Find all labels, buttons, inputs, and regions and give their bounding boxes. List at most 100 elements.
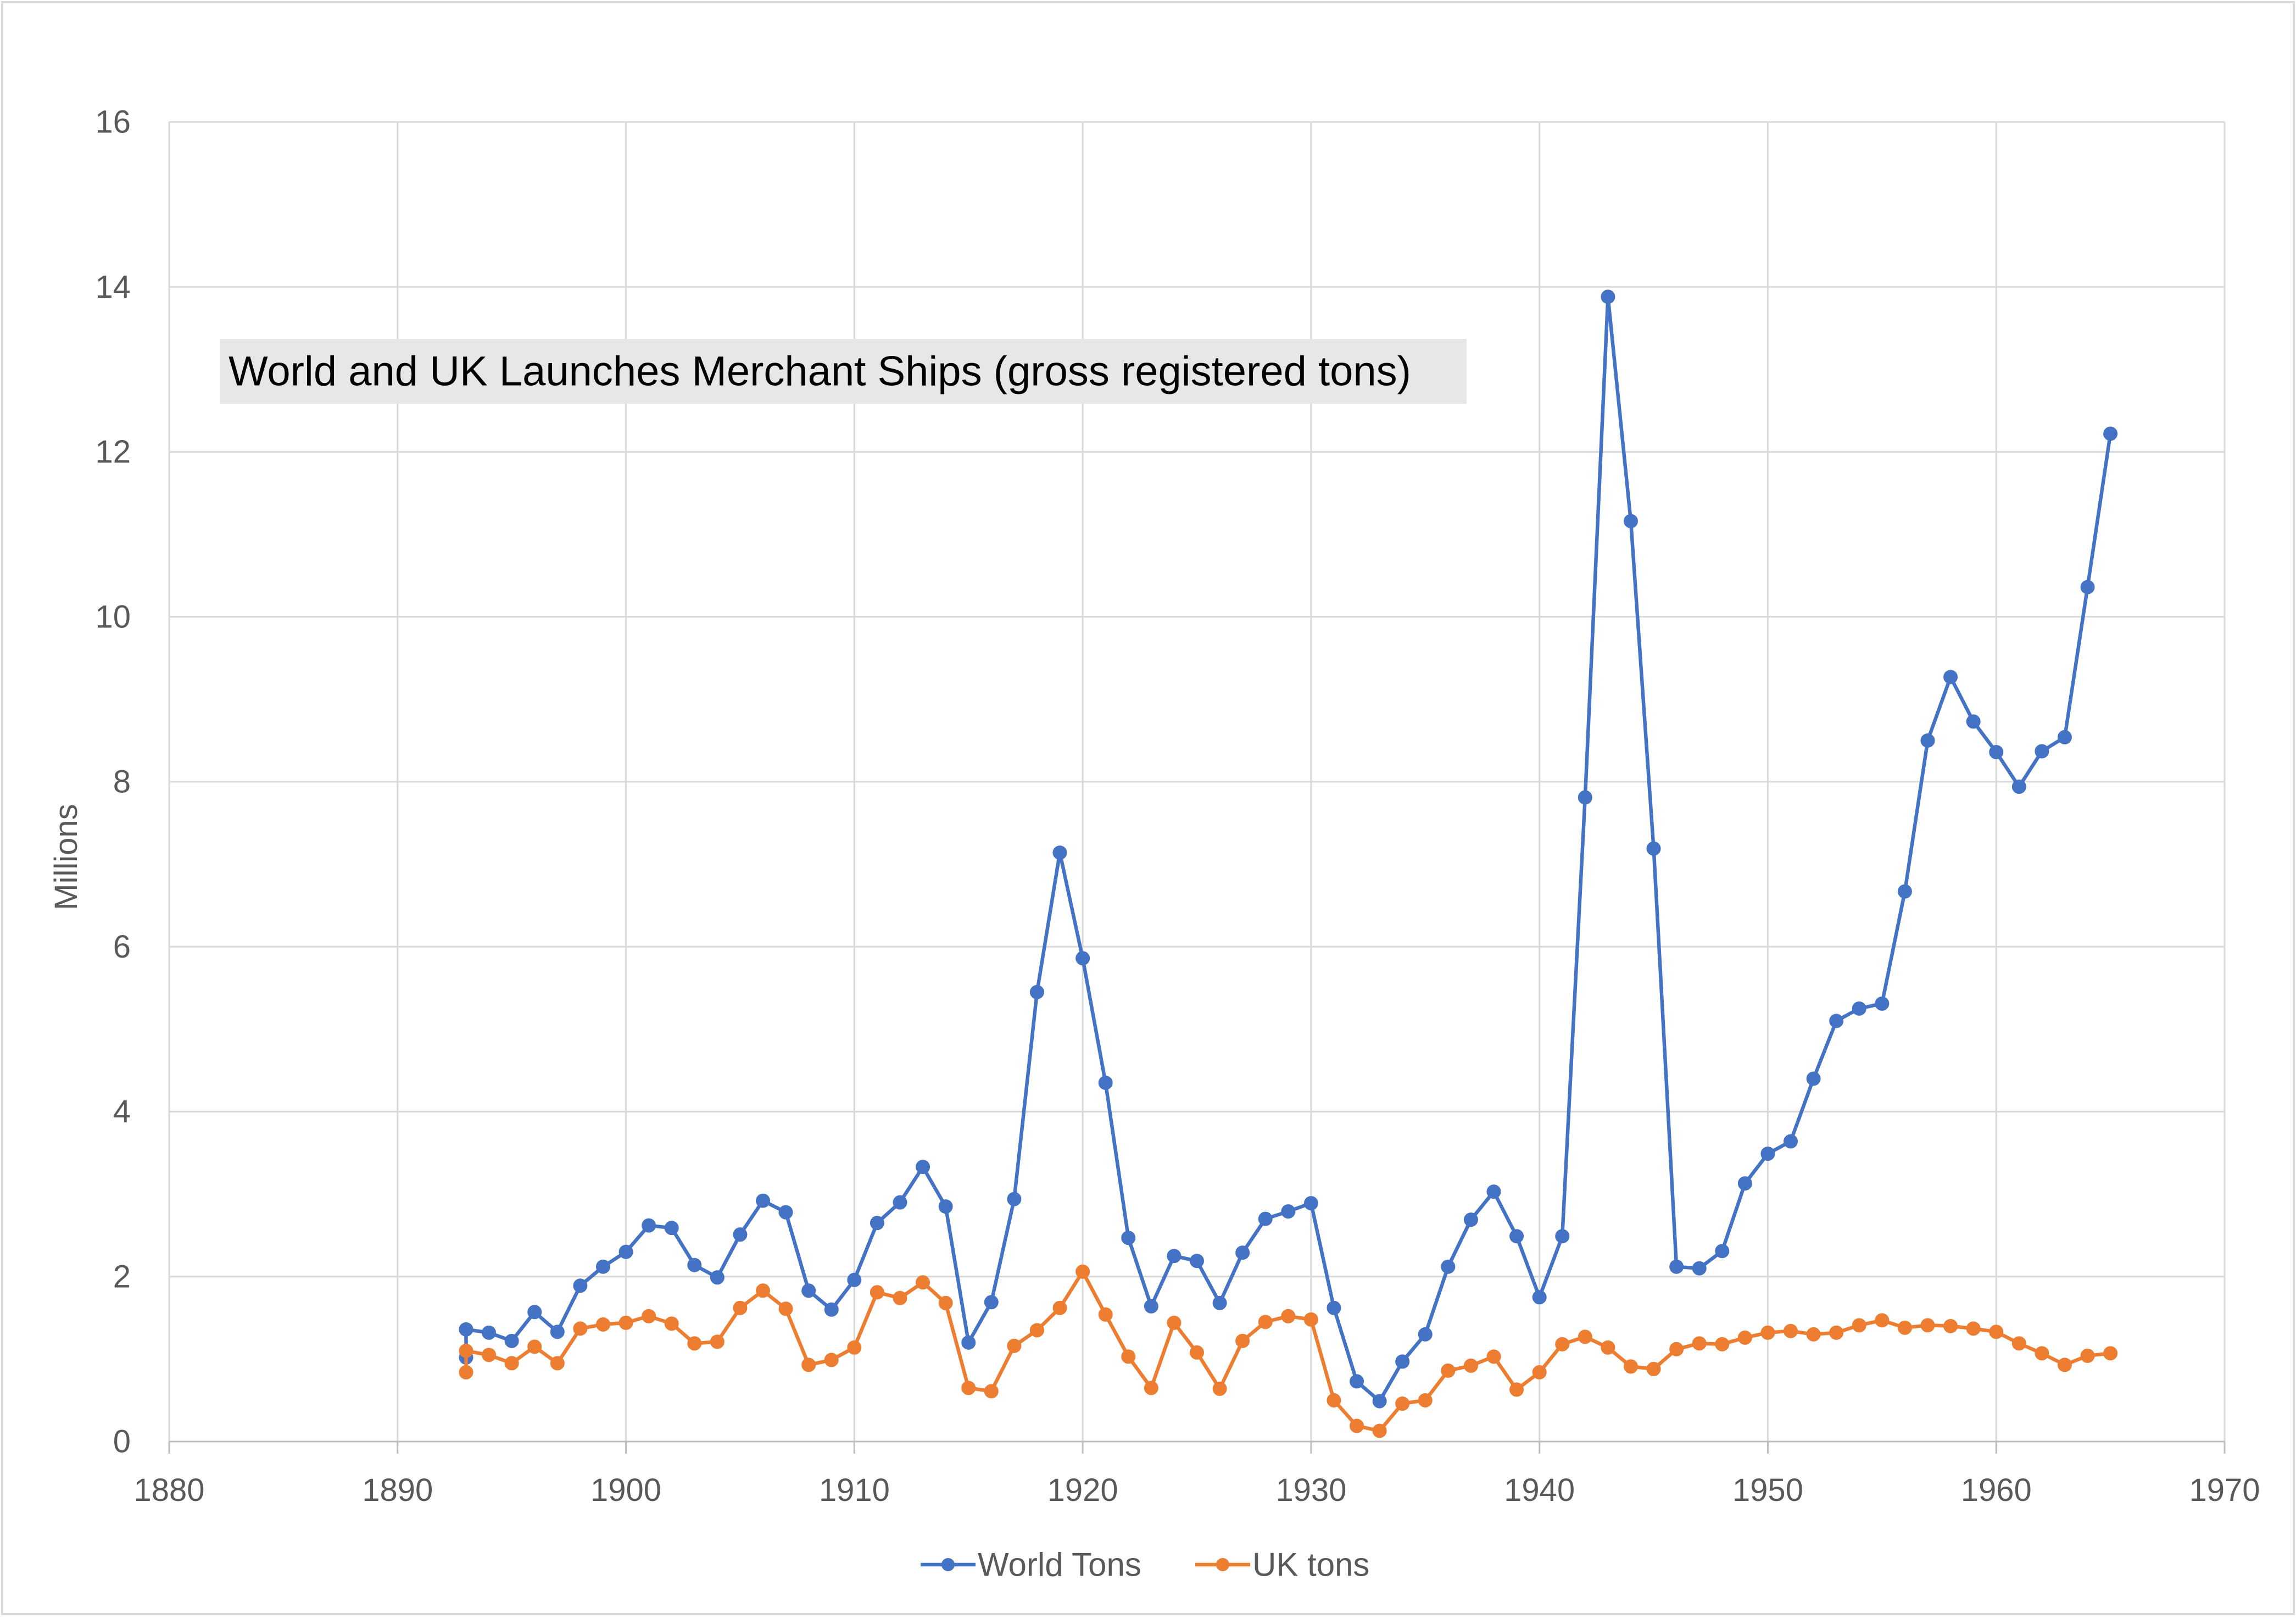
- x-tick-label: 1970: [2189, 1472, 2260, 1508]
- data-point: [1190, 1345, 1204, 1360]
- data-point: [2057, 730, 2072, 744]
- data-point: [893, 1195, 907, 1210]
- data-point: [1350, 1418, 1364, 1433]
- series-world-tons: [459, 290, 2118, 1409]
- data-point: [1920, 733, 1935, 748]
- axes: 0 2 4 6 8 10 12 14 16 1880 1890 1900 1910 1920 1930 194…: [95, 104, 2260, 1509]
- data-point: [938, 1295, 953, 1310]
- data-point: [1350, 1374, 1364, 1389]
- x-tick-label: 1910: [819, 1472, 890, 1508]
- data-point: [1167, 1249, 1182, 1264]
- data-point: [1509, 1229, 1524, 1244]
- data-point: [2057, 1357, 2072, 1372]
- data-point: [1463, 1212, 1478, 1227]
- data-point: [1623, 514, 1638, 528]
- data-point: [733, 1300, 748, 1315]
- data-point: [984, 1295, 999, 1310]
- data-point: [1167, 1315, 1182, 1330]
- data-point: [2035, 744, 2049, 759]
- data-point: [1418, 1327, 1433, 1342]
- data-point: [1258, 1211, 1273, 1226]
- data-point: [2011, 780, 2026, 794]
- x-tick-label: 1880: [133, 1472, 204, 1508]
- data-point: [482, 1348, 497, 1362]
- data-point: [1144, 1299, 1158, 1314]
- data-point: [664, 1221, 679, 1236]
- data-point: [504, 1333, 519, 1348]
- data-point: [1852, 1001, 1866, 1016]
- data-point: [1075, 1264, 1090, 1279]
- data-point: [1303, 1312, 1318, 1327]
- data-point: [1509, 1382, 1524, 1397]
- data-point: [824, 1302, 839, 1317]
- data-point: [1875, 1313, 1890, 1328]
- y-tick-label: 16: [95, 104, 131, 140]
- series-line: [464, 295, 2113, 1403]
- data-point: [1121, 1349, 1136, 1364]
- y-tick-label: 12: [95, 434, 131, 470]
- data-point: [1578, 1329, 1592, 1344]
- data-point: [847, 1340, 862, 1355]
- data-point: [1075, 951, 1090, 966]
- legend-label: UK tons: [1252, 1546, 1369, 1583]
- x-tick-label: 1920: [1047, 1472, 1118, 1508]
- data-point: [1441, 1259, 1456, 1274]
- data-point: [1920, 1318, 1935, 1333]
- data-point: [687, 1336, 702, 1351]
- data-point: [1737, 1330, 1752, 1345]
- data-point: [1327, 1300, 1341, 1315]
- data-point: [1121, 1231, 1136, 1245]
- data-point: [1715, 1337, 1730, 1351]
- data-point: [1943, 670, 1958, 685]
- data-point: [1875, 996, 1890, 1011]
- x-tick-label: 1890: [362, 1472, 433, 1508]
- data-point: [618, 1244, 633, 1259]
- y-tick-label: 8: [113, 764, 131, 800]
- x-tick-label: 1900: [590, 1472, 661, 1508]
- y-tick-label: 6: [113, 929, 131, 965]
- data-point: [1098, 1075, 1113, 1090]
- data-point: [1235, 1245, 1250, 1260]
- data-point: [1007, 1192, 1022, 1206]
- data-point: [1989, 744, 2004, 759]
- data-point: [1281, 1309, 1296, 1323]
- data-point: [984, 1384, 999, 1399]
- legend-item: World Tons: [921, 1546, 1141, 1583]
- data-point: [1052, 845, 1067, 860]
- legend-marker: [941, 1558, 955, 1571]
- data-point: [1395, 1354, 1410, 1369]
- data-point: [527, 1305, 542, 1320]
- y-tick-label: 14: [95, 269, 131, 305]
- data-point: [1692, 1261, 1707, 1276]
- data-point: [1760, 1147, 1775, 1161]
- data-point: [1578, 790, 1592, 805]
- data-point: [710, 1334, 725, 1349]
- data-point: [1258, 1315, 1273, 1329]
- chart-title-box: World and UK Launches Merchant Ships (gr…: [220, 339, 1467, 404]
- data-point: [961, 1381, 976, 1395]
- data-point: [2103, 1346, 2118, 1361]
- data-point: [1235, 1333, 1250, 1348]
- x-tick-label: 1940: [1504, 1472, 1575, 1508]
- data-point: [1646, 1361, 1661, 1376]
- x-tick-label: 1930: [1275, 1472, 1346, 1508]
- y-tick-label: 2: [113, 1259, 131, 1294]
- data-point: [595, 1259, 610, 1274]
- data-point: [1692, 1336, 1707, 1351]
- data-point: [1281, 1204, 1296, 1219]
- data-point: [756, 1193, 771, 1208]
- data-point: [2103, 426, 2118, 441]
- data-point: [1784, 1323, 1798, 1338]
- data-point: [1532, 1290, 1547, 1305]
- data-series: [459, 290, 2118, 1438]
- data-point: [573, 1278, 588, 1293]
- data-point: [482, 1325, 497, 1340]
- data-point: [504, 1356, 519, 1371]
- title-background: [220, 339, 1467, 404]
- data-point: [847, 1272, 862, 1287]
- data-point: [1029, 984, 1044, 999]
- data-point: [1852, 1318, 1866, 1333]
- x-tick-label: 1960: [1961, 1472, 2032, 1508]
